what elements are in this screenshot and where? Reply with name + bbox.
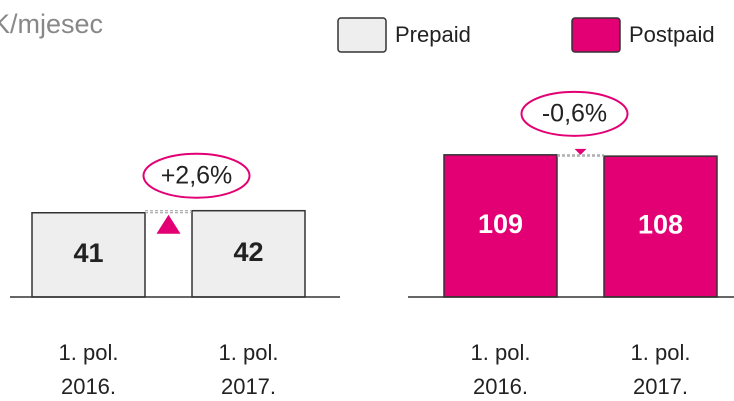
x-tick-label: 1. pol. 2016. <box>470 340 531 399</box>
chart-title: K/mjesec <box>0 9 103 39</box>
change-bubble <box>520 90 629 137</box>
value-label: 41 <box>73 238 103 268</box>
change-arrow <box>156 214 181 234</box>
legend-label: Postpaid <box>629 22 715 47</box>
change-label: -0,6% <box>542 99 607 127</box>
legend-label: Prepaid <box>395 22 471 47</box>
value-label: 42 <box>233 237 263 267</box>
value-label: 109 <box>478 209 523 239</box>
x-tick-label: 1. pol. 2016. <box>58 340 119 399</box>
legend-swatch <box>337 17 387 53</box>
bar <box>603 155 718 298</box>
bar <box>191 209 306 298</box>
change-arrow <box>574 148 587 155</box>
value-label: 108 <box>638 210 683 240</box>
x-tick-label: 1. pol. 2017. <box>218 340 279 399</box>
bar <box>31 212 146 298</box>
change-bubble <box>142 152 251 199</box>
x-tick-label: 1. pol. 2017. <box>630 340 691 399</box>
change-label: +2,6% <box>161 161 233 189</box>
bar <box>443 154 558 298</box>
legend-swatch <box>571 17 621 53</box>
